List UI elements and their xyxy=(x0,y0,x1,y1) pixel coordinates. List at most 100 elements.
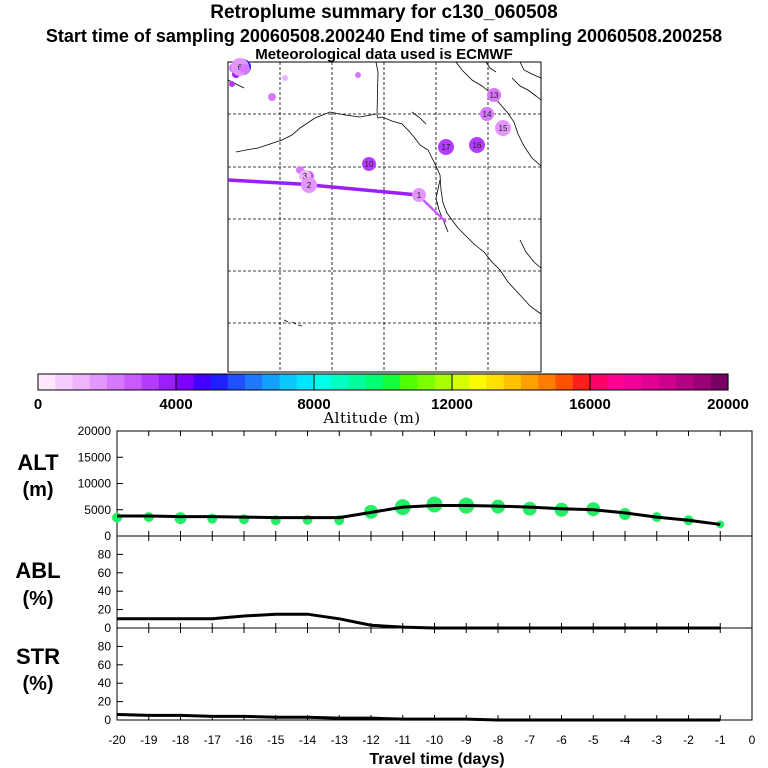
x-tick-label: -19 xyxy=(140,733,158,747)
cluster-markers: 206101321314151617 xyxy=(229,58,511,202)
x-tick-label: -12 xyxy=(362,733,380,747)
x-tick-label: -18 xyxy=(172,733,190,747)
colorbar-swatch xyxy=(124,374,143,390)
colorbar-swatch xyxy=(107,374,125,390)
y-tick-label: 40 xyxy=(98,584,112,598)
x-tick-label: -11 xyxy=(395,733,412,747)
colorbar-swatch xyxy=(365,374,384,390)
alt-mean-line xyxy=(117,504,721,526)
colorbar-swatch xyxy=(624,374,643,390)
cluster-marker-label: 10 xyxy=(365,160,374,169)
colorbar-swatch xyxy=(590,374,608,390)
sampling-times: Start time of sampling 20060508.200240 E… xyxy=(45,26,723,46)
colorbar-swatch xyxy=(296,374,315,390)
colorbar-swatch xyxy=(176,374,194,390)
panel-unit-alt: (m) xyxy=(22,479,53,501)
cluster-marker xyxy=(362,157,376,171)
x-tick-label: -5 xyxy=(588,733,599,747)
colorbar-swatch xyxy=(538,374,557,390)
x-tick-label: -6 xyxy=(556,733,567,747)
cluster-marker-label: 13 xyxy=(490,91,499,100)
alt-cluster-point xyxy=(522,501,537,516)
x-tick-label: -13 xyxy=(331,733,349,747)
colorbar-swatch xyxy=(72,374,91,390)
colorbar-tick-label: 12000 xyxy=(431,396,473,413)
colorbar-tick-label: 20000 xyxy=(707,396,749,413)
y-tick-label: 20 xyxy=(98,695,112,709)
colorbar-tick-label: 4000 xyxy=(159,396,192,413)
colorbar-swatch xyxy=(383,374,401,390)
panel-label-alt: ALT xyxy=(17,450,59,475)
colorbar-swatch xyxy=(158,374,177,390)
colorbar-swatch xyxy=(555,374,574,390)
cluster-marker-label: 14 xyxy=(483,110,492,119)
colorbar-swatch xyxy=(521,374,539,390)
y-tick-label: 80 xyxy=(98,639,112,653)
colorbar-swatch xyxy=(279,374,298,390)
y-tick-label: 80 xyxy=(98,547,112,561)
colorbar-swatch xyxy=(55,374,74,390)
x-axis-label: Travel time (days) xyxy=(369,751,504,768)
colorbar-swatch xyxy=(572,374,591,390)
colorbar-swatch xyxy=(210,374,229,390)
panel-frame-str xyxy=(116,627,753,721)
cluster-marker-label: 2 xyxy=(307,181,312,190)
colorbar-tick-label: 16000 xyxy=(569,396,611,413)
y-tick-label: 60 xyxy=(98,566,112,580)
colorbar-swatch xyxy=(348,374,367,390)
cluster-marker xyxy=(301,177,317,193)
cluster-marker xyxy=(469,137,485,153)
colorbar-swatch xyxy=(141,374,160,390)
cluster-marker xyxy=(282,75,288,81)
time-series-panels: ALT (m) 0 5000 10000 15000 20000 ABL (%) 0 20 40 60 8… xyxy=(15,424,755,768)
trajectory-line-main xyxy=(227,178,419,197)
x-tick-label: -2 xyxy=(683,733,694,747)
colorbar-label: Altitude (m) xyxy=(322,409,420,427)
colorbar-swatch xyxy=(38,374,56,390)
met-data-label: Meteorological data used is ECMWF xyxy=(255,46,513,63)
colorbar-swatch xyxy=(262,374,281,390)
y-tick-label: 15000 xyxy=(78,450,112,464)
coastlines xyxy=(227,61,542,327)
cluster-marker xyxy=(412,188,426,202)
panel-unit-str: (%) xyxy=(22,673,53,695)
x-tick-label: -1 xyxy=(715,733,726,747)
abl-line xyxy=(117,612,721,630)
colorbar-swatch xyxy=(486,374,505,390)
y-tick-label: 0 xyxy=(104,621,111,635)
cluster-marker xyxy=(480,107,494,121)
trajectory-map: 206101321314151617 xyxy=(227,58,542,373)
x-tick-label: -4 xyxy=(620,733,631,747)
x-tick-label: -17 xyxy=(204,733,222,747)
colorbar-swatch xyxy=(434,374,453,390)
alt-cluster-point xyxy=(112,512,122,523)
x-tick-label: -9 xyxy=(461,733,472,747)
colorbar-swatch xyxy=(469,374,488,390)
y-tick-label: 20 xyxy=(98,603,112,617)
colorbar-swatch xyxy=(245,374,263,390)
colorbar-swatch xyxy=(400,374,419,390)
x-tick-label: -10 xyxy=(426,733,444,747)
colorbar-swatch xyxy=(641,374,660,390)
cluster-marker xyxy=(438,139,454,155)
cluster-marker-label: 16 xyxy=(473,141,482,150)
x-tick-label: -20 xyxy=(108,733,126,747)
colorbar-swatch xyxy=(417,374,436,390)
map-frame xyxy=(227,61,542,373)
colorbar-swatch xyxy=(710,374,729,390)
y-tick-label: 0 xyxy=(104,713,111,727)
colorbar-swatch xyxy=(503,374,522,390)
cluster-marker-label: 15 xyxy=(499,124,508,133)
colorbar-swatch xyxy=(314,374,332,390)
y-tick-label: 5000 xyxy=(84,503,111,517)
str-line xyxy=(116,712,721,722)
colorbar-swatch xyxy=(331,374,350,390)
cluster-marker xyxy=(240,64,250,74)
cluster-marker-label: 1 xyxy=(417,191,422,200)
y-tick-label: 40 xyxy=(98,676,112,690)
colorbar-swatch xyxy=(659,374,677,390)
colorbar-swatch xyxy=(227,374,246,390)
cluster-marker xyxy=(229,81,235,87)
colorbar-swatch xyxy=(693,374,712,390)
